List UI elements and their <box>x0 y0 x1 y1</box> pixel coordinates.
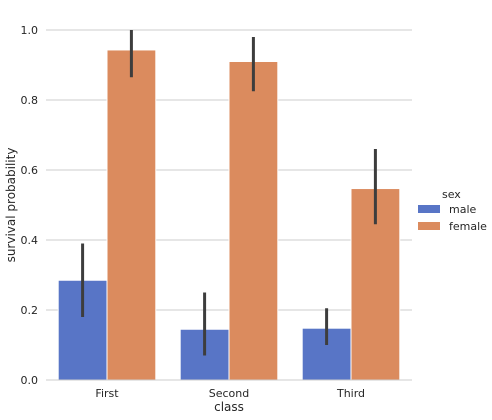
legend-title: sex <box>442 188 461 201</box>
x-axis-label: class <box>214 400 244 414</box>
legend: sex male female <box>418 188 487 233</box>
legend-swatch-female <box>418 222 440 230</box>
y-tick-label: 0.6 <box>21 164 39 177</box>
y-tick-label: 0.4 <box>21 234 39 247</box>
x-tick-labels: First Second Third <box>95 387 365 400</box>
legend-swatch-male <box>418 205 440 213</box>
x-tick-label: First <box>95 387 119 400</box>
y-tick-label: 0.2 <box>21 304 39 317</box>
y-tick-label: 0.0 <box>21 374 39 387</box>
x-tick-label: Third <box>336 387 365 400</box>
legend-label-female: female <box>449 220 487 233</box>
legend-items: male female <box>418 203 487 233</box>
bar-female-second <box>228 61 279 381</box>
y-tick-label: 1.0 <box>21 24 39 37</box>
bar-female-first <box>106 49 157 381</box>
bars <box>57 49 401 381</box>
error-bars <box>81 30 377 356</box>
y-tick-label: 0.8 <box>21 94 39 107</box>
y-axis-label: survival probability <box>4 148 18 263</box>
x-tick-label: Second <box>209 387 249 400</box>
legend-label-male: male <box>449 203 477 216</box>
y-tick-labels: 0.0 0.2 0.4 0.6 0.8 1.0 <box>21 24 39 387</box>
